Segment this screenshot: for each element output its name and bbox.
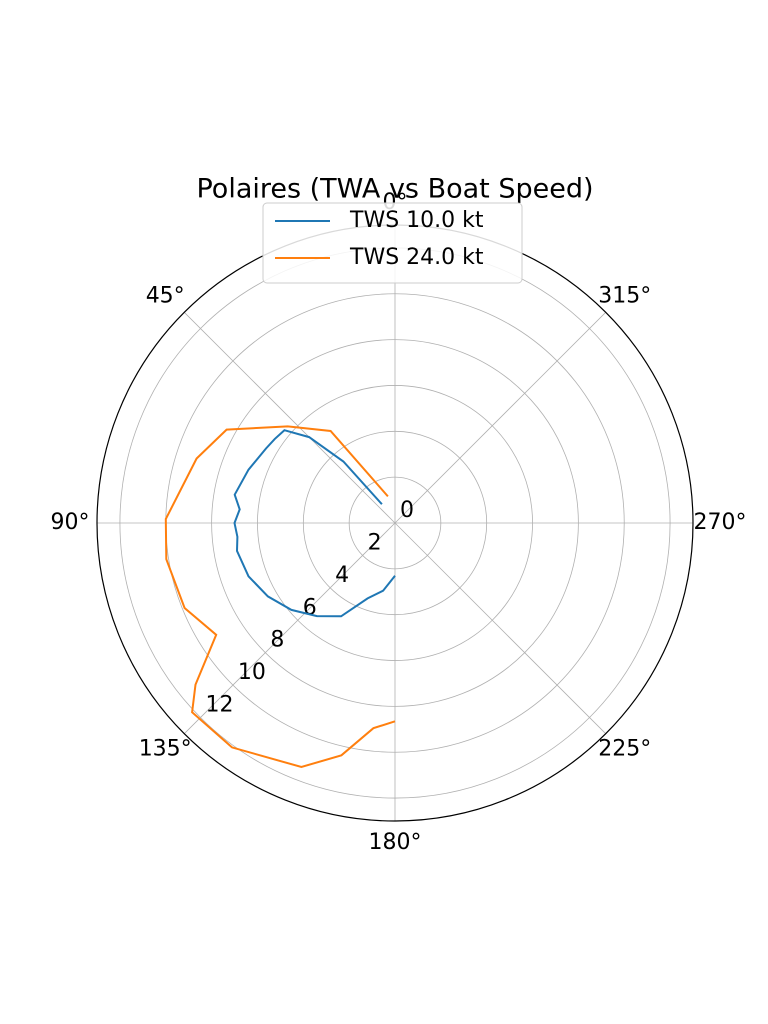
angle-tick-label: 270° [694, 510, 747, 535]
series-line [164, 425, 396, 769]
angle-tick-label: 225° [598, 736, 651, 761]
grid-spoke [183, 311, 396, 524]
radial-tick-label: 4 [335, 563, 349, 588]
angle-tick-label: 135° [139, 736, 192, 761]
radial-tick-label: 10 [238, 660, 266, 685]
angle-tick-label: 45° [146, 284, 185, 309]
radial-tick-label: 2 [368, 530, 382, 555]
legend: TWS 10.0 kt TWS 24.0 kt [262, 202, 523, 284]
legend-label: TWS 10.0 kt [349, 208, 484, 233]
grid-spoke [394, 522, 607, 735]
legend-label: TWS 24.0 kt [349, 245, 484, 270]
grid-spoke [183, 522, 396, 735]
angle-tick-label: 315° [598, 284, 651, 309]
grid-spoke [394, 311, 607, 524]
radial-tick-label: 12 [205, 693, 233, 718]
radial-tick-label: 0 [400, 498, 414, 523]
angle-tick-label: 180° [369, 830, 422, 855]
chart-title: Polaires (TWA vs Boat Speed) [196, 174, 593, 205]
angle-tick-label: 90° [51, 510, 90, 535]
radial-tick-label: 8 [270, 628, 284, 653]
legend-box [262, 202, 523, 284]
series-line [233, 429, 396, 618]
